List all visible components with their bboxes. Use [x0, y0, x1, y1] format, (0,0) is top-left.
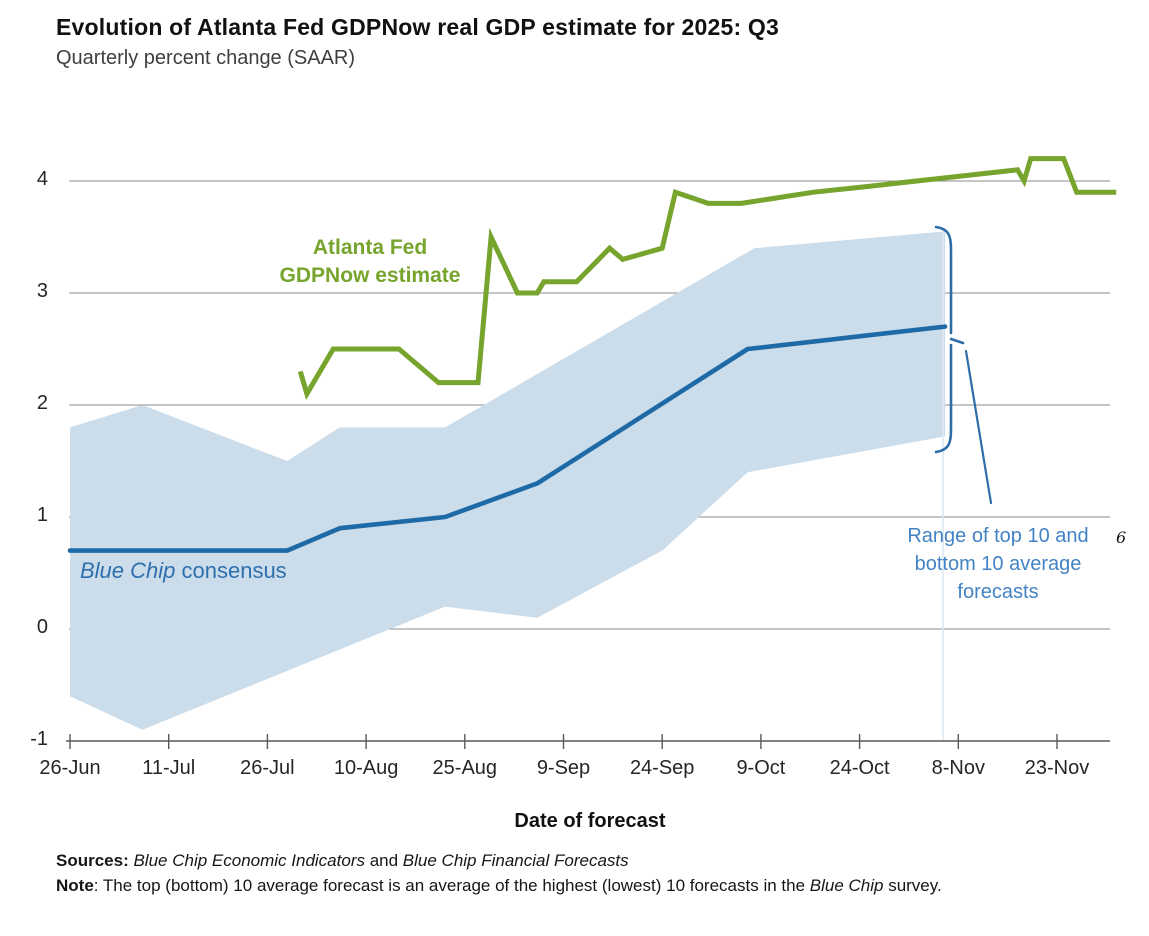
- range-callout-line: [964, 349, 993, 505]
- y-tick-label-2: 2: [36, 392, 48, 414]
- note-end: survey.: [883, 876, 942, 895]
- y-tick-label-1: 1: [36, 504, 48, 526]
- sources-label: Sources:: [56, 851, 129, 870]
- x-tick-label-8-Nov: 8-Nov: [931, 757, 985, 779]
- note-italic: Blue Chip: [809, 876, 884, 895]
- x-tick-label-24-Oct: 24-Oct: [829, 757, 890, 779]
- chart-subtitle: Quarterly percent change (SAAR): [56, 47, 356, 69]
- sources-italic-1: Blue Chip Economic Indicators: [128, 851, 365, 870]
- forecast-range-band: [70, 231, 946, 730]
- y-tick-label-3: 3: [36, 280, 48, 302]
- sources-italic-2: Blue Chip Financial Forecasts: [402, 851, 629, 870]
- consensus-label-italic-part: Blue Chip: [80, 558, 176, 583]
- plot-canvas: [66, 156, 1117, 749]
- range-annotation-label: Range of top 10 and bottom 10 average fo…: [907, 525, 1089, 603]
- note-text: : The top (bottom) 10 average forecast i…: [93, 876, 810, 895]
- x-tick-label-25-Aug: 25-Aug: [432, 757, 498, 779]
- x-tick-label-24-Sep: 24-Sep: [629, 757, 695, 779]
- consensus-label-regular-part: consensus: [175, 558, 287, 583]
- gdpnow-series-label: Atlanta Fed GDPNow estimate: [279, 236, 461, 288]
- y-tick-label-4: 4: [36, 168, 48, 190]
- note-label: Note: [56, 876, 94, 895]
- x-tick-label-23-Nov: 23-Nov: [1024, 757, 1090, 779]
- stray-glyph: 6: [1116, 528, 1127, 547]
- gdpnow-line: [297, 156, 1117, 401]
- consensus-line: [67, 324, 948, 553]
- x-tick-label-26-Jun: 26-Jun: [39, 757, 101, 779]
- sources-line: Sources: Blue Chip Economic Indicators a…: [56, 851, 629, 871]
- x-tick-label-10-Aug: 10-Aug: [333, 757, 399, 779]
- y-tick-label--1: -1: [30, 728, 48, 750]
- x-tick-label-9-Sep: 9-Sep: [536, 757, 591, 779]
- range-bracket: [934, 225, 965, 454]
- x-tick-label-11-Jul: 11-Jul: [142, 757, 196, 779]
- note-line: Note: The top (bottom) 10 average foreca…: [56, 876, 942, 896]
- chart-title: Evolution of Atlanta Fed GDPNow real GDP…: [56, 14, 779, 40]
- x-tick-label-26-Jul: 26-Jul: [240, 757, 295, 779]
- consensus-series-label: Blue Chip consensus: [80, 558, 287, 584]
- x-tick-label-9-Oct: 9-Oct: [736, 757, 786, 779]
- sources-mid: and: [364, 851, 403, 870]
- y-tick-label-0: 0: [36, 616, 48, 638]
- x-axis-title: Date of forecast: [514, 810, 666, 832]
